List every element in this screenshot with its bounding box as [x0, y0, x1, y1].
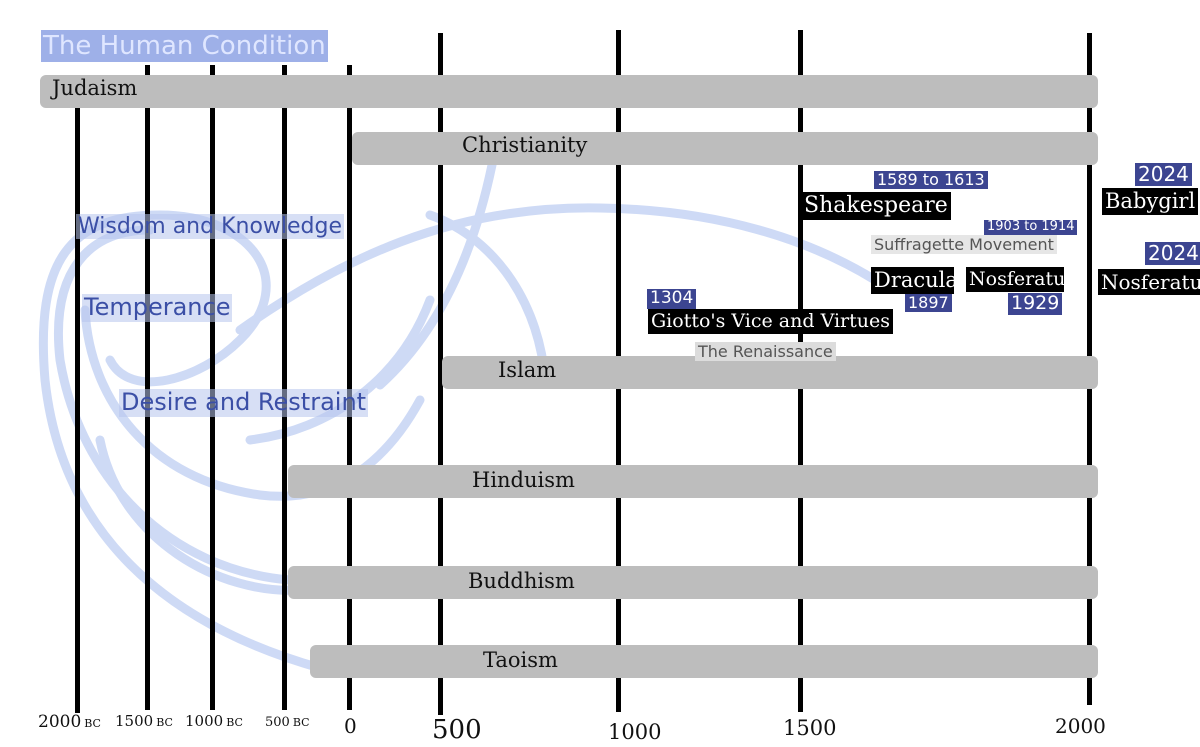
- band-islam: [442, 356, 1098, 389]
- event-giotto-vice-and-virtues: Giotto's Vice and Virtues: [648, 309, 893, 334]
- timeline-line-2000bc: [75, 103, 80, 713]
- stroke-temperance-loop: [80, 305, 425, 501]
- theme-temperance: Temperance: [82, 293, 233, 322]
- band-hinduism: [288, 465, 1098, 498]
- tick-label-1500bc: 1500 BC: [115, 712, 173, 730]
- date-dracula: 1897: [905, 293, 952, 313]
- band-christianity: [352, 132, 1098, 165]
- event-nosferatu-1929: Nosferatu: [966, 267, 1064, 292]
- page-title: The Human Condition: [41, 30, 328, 62]
- timeline-line-500: [438, 33, 443, 715]
- tick-label-1000bc: 1000 BC: [185, 712, 243, 730]
- date-suffragette: 1903 to 1914: [984, 219, 1078, 235]
- stroke-christianity-to-islam: [425, 210, 550, 385]
- tick-label-2000: 2000: [1055, 714, 1106, 738]
- tick-label-2000bc: 2000 BC: [38, 712, 101, 732]
- stroke-desire-inner: [245, 295, 435, 445]
- timeline-line-1000bc: [210, 65, 215, 710]
- event-the-renaissance: The Renaissance: [695, 342, 836, 362]
- band-judaism: [40, 75, 1098, 108]
- tick-label-1000: 1000: [608, 720, 662, 744]
- event-dracula: Dracula: [871, 267, 954, 295]
- stroke-buddhism-arc: [54, 225, 295, 585]
- event-suffragette-movement: Suffragette Movement: [871, 235, 1057, 255]
- stroke-desire-arc: [375, 160, 497, 390]
- date-giotto: 1304: [647, 288, 697, 309]
- band-label-hinduism: Hinduism: [472, 468, 575, 492]
- tick-label-1500: 1500: [783, 716, 837, 740]
- event-nosferatu-2024: Nosferatu: [1098, 269, 1200, 295]
- timeline-line-0: [347, 65, 352, 710]
- band-label-islam: Islam: [498, 358, 557, 382]
- event-shakespeare: Shakespeare: [801, 192, 951, 221]
- timeline-line-1500bc: [145, 65, 150, 710]
- band-label-christianity: Christianity: [462, 133, 588, 157]
- theme-desire-and-restraint: Desire and Restraint: [119, 388, 369, 417]
- date-nosferatu-2024: 2024: [1145, 242, 1200, 265]
- stroke-hinduism-arc: [95, 435, 305, 595]
- tick-label-500: 500: [432, 715, 482, 745]
- tick-label-0: 0: [344, 714, 357, 738]
- timeline-line-500bc: [282, 65, 287, 710]
- theme-wisdom-and-knowledge: Wisdom and Knowledge: [76, 214, 345, 240]
- date-shakespeare: 1589 to 1613: [874, 170, 988, 190]
- date-nosferatu-1929: 1929: [1008, 292, 1063, 315]
- tick-label-500bc: 500 BC: [265, 715, 310, 730]
- band-label-taoism: Taoism: [483, 648, 558, 672]
- event-babygirl: Babygirl: [1102, 188, 1199, 216]
- band-buddhism: [288, 566, 1098, 599]
- band-taoism: [310, 645, 1098, 678]
- band-label-judaism: Judaism: [52, 76, 138, 100]
- date-babygirl: 2024: [1135, 163, 1192, 186]
- band-label-buddhism: Buddhism: [468, 569, 575, 593]
